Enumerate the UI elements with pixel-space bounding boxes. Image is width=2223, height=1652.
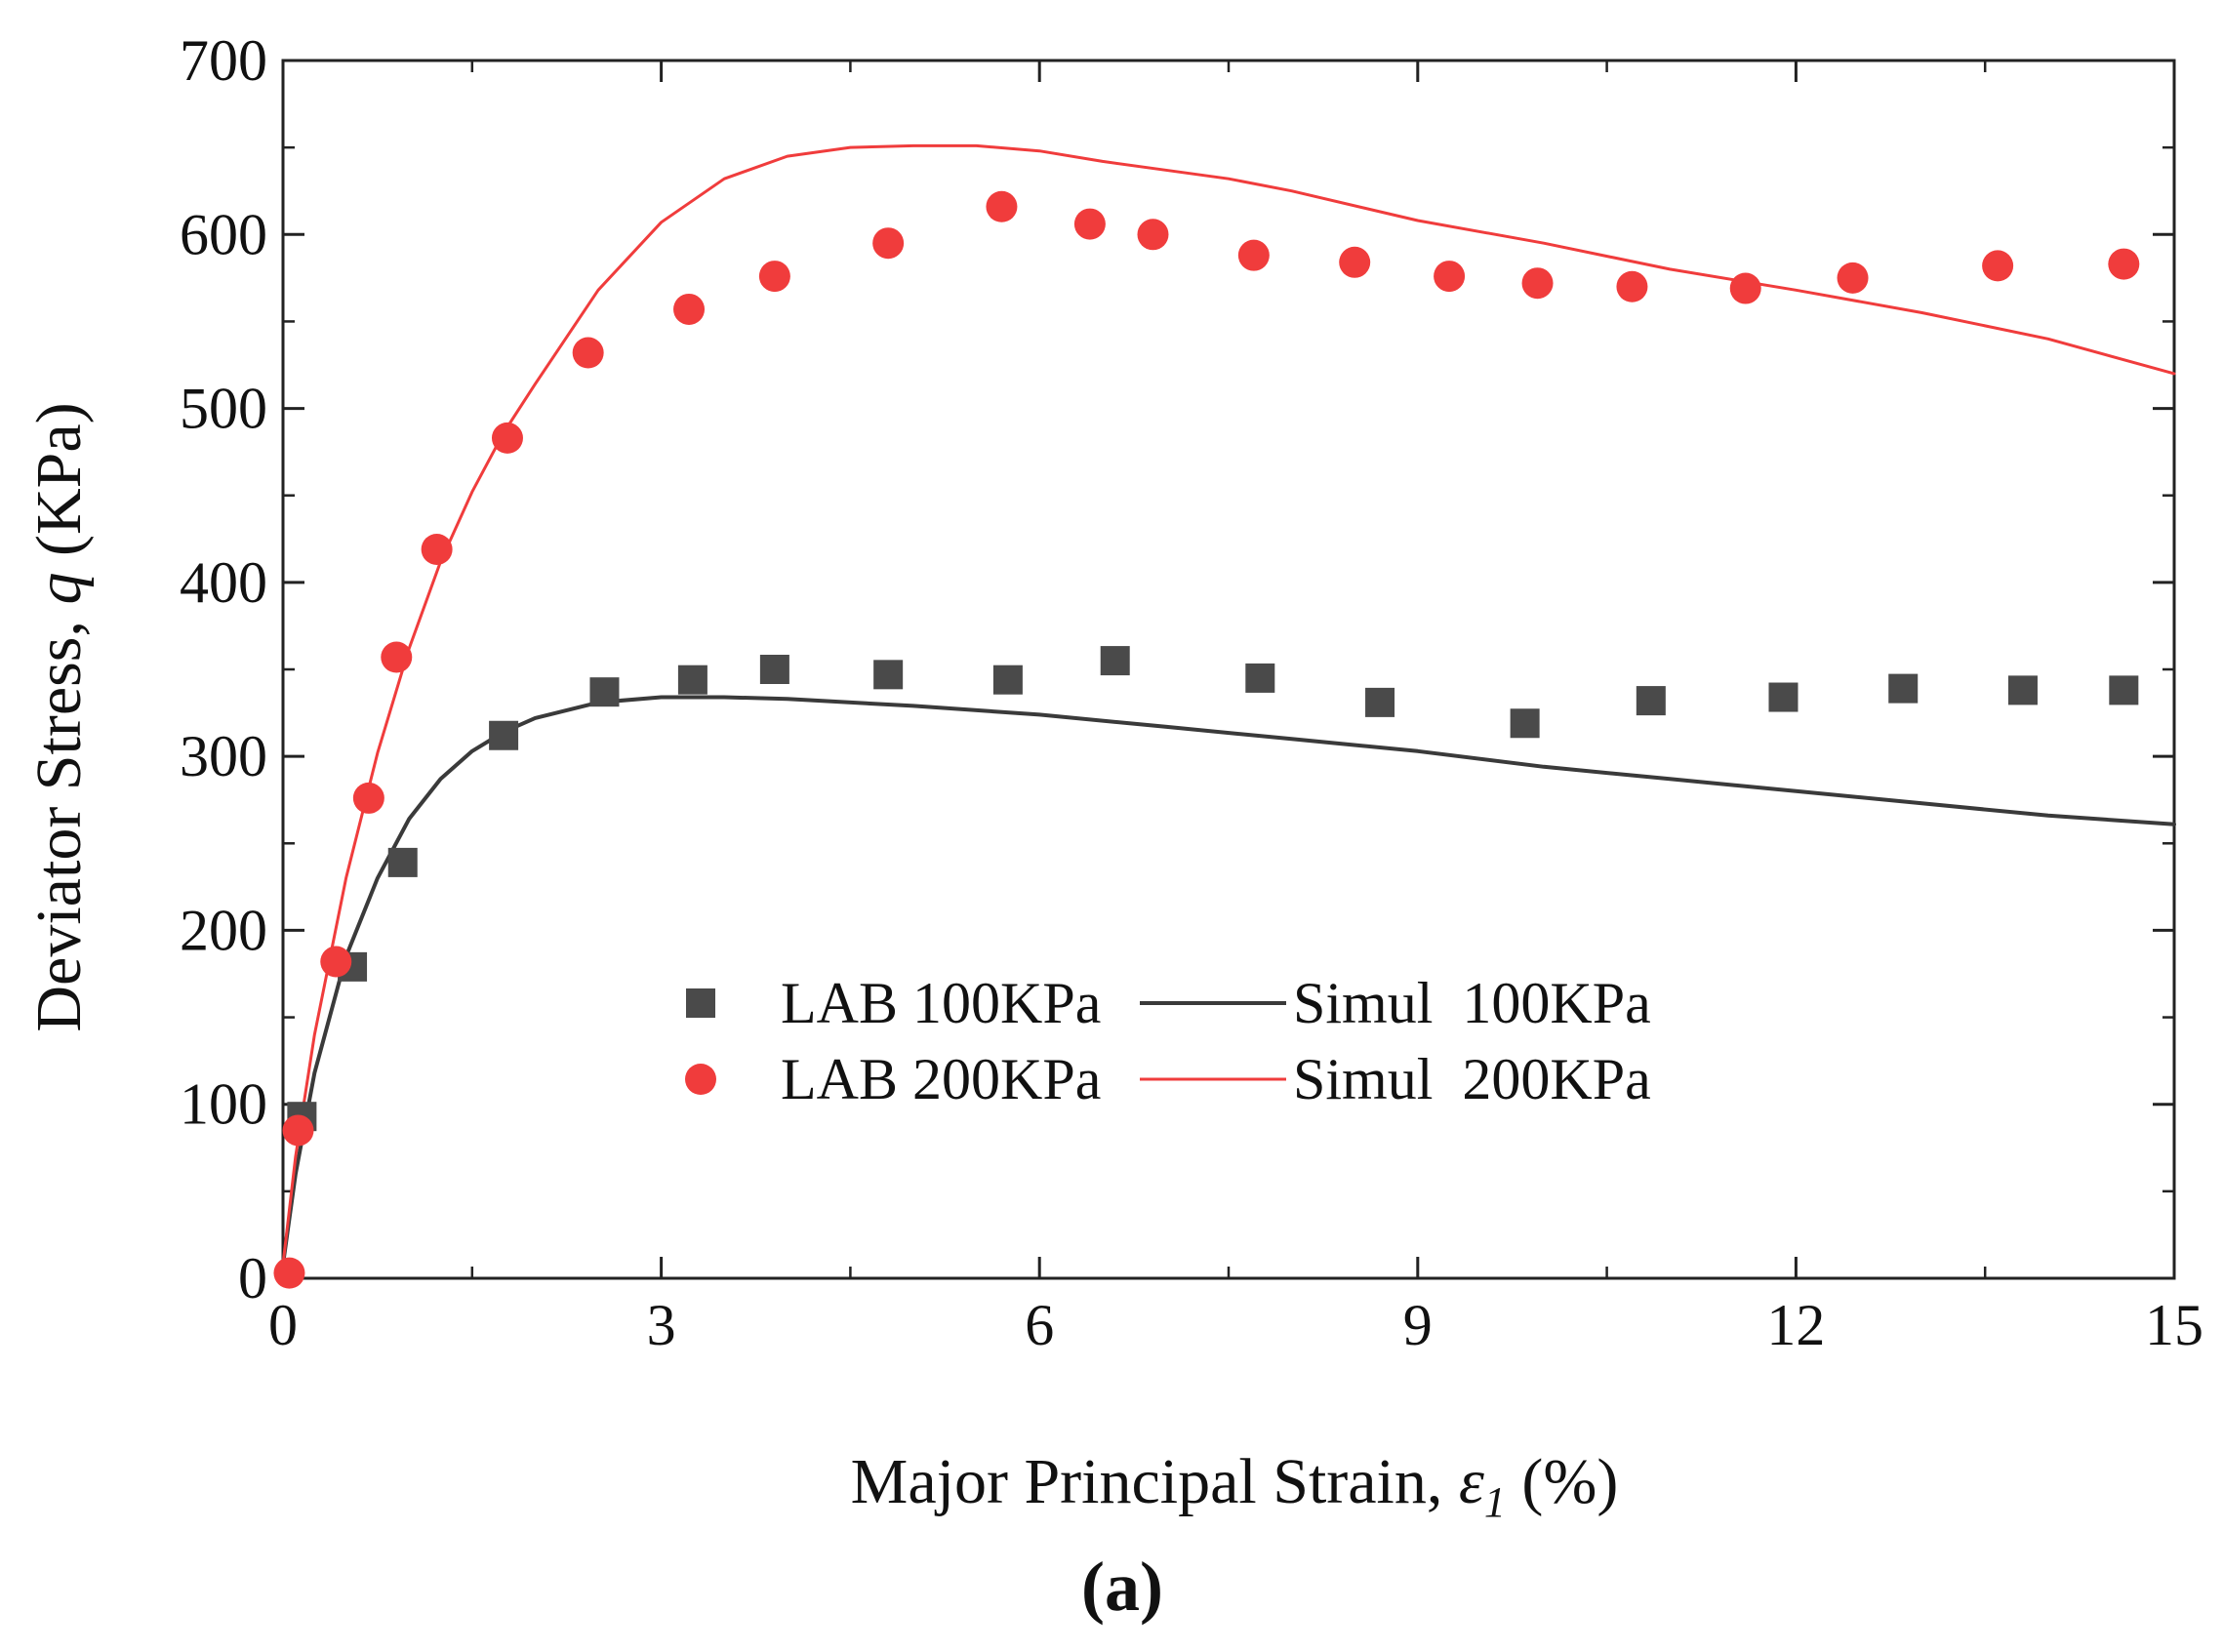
x-tick-label: 9: [1403, 1293, 1433, 1357]
lab-200-point: [758, 261, 790, 293]
lab-200-point: [1837, 262, 1869, 294]
lab-100-point: [1510, 708, 1540, 739]
lab-200-point: [282, 1114, 314, 1147]
lab-200-point: [1339, 246, 1371, 278]
x-tick-label: 15: [2145, 1293, 2203, 1357]
axes-layer: 0 3 6 9 12 15 0 100 200 300 400 500 600 700: [180, 28, 2203, 1357]
x-tick-label: 3: [647, 1293, 676, 1357]
lab-100-point: [1768, 682, 1799, 712]
y-axis-title-text: Deviator Stress,: [23, 605, 95, 1032]
lab-100-point: [1888, 673, 1919, 704]
lab-100-point: [2007, 675, 2038, 705]
legend-label: Simul 200KPa: [1293, 1047, 1651, 1111]
y-tick-label: 700: [180, 28, 267, 93]
lab-100-point: [759, 655, 789, 684]
lab-200-point: [421, 533, 453, 565]
lab-200-point: [572, 337, 604, 369]
legend: LAB 100KPa LAB 200KPa Simul 100KPa Simul 20…: [685, 971, 1651, 1111]
lab-100-point: [489, 720, 519, 750]
y-tick-label: 0: [238, 1246, 267, 1310]
lab-100-point: [589, 677, 620, 707]
lab-200-point: [491, 422, 523, 454]
x-tick-label: 6: [1025, 1293, 1054, 1357]
lab-200-point: [381, 641, 413, 673]
y-tick-label: 600: [180, 202, 267, 266]
x-axis-title-text: Major Principal Strain,: [851, 1446, 1459, 1517]
lab-200-point: [1434, 261, 1466, 293]
lab-200-point: [986, 190, 1018, 222]
series-line-3: [281, 143, 2176, 1267]
lab-200-point: [1237, 239, 1270, 271]
y-axis-title-unit: (KPa): [23, 402, 95, 572]
panel-label: (a): [1081, 1548, 1163, 1626]
y-tick-label: 200: [180, 898, 267, 962]
lab-100-point: [387, 847, 418, 877]
legend-marker-lab-100: [686, 988, 715, 1018]
legend-label: LAB 100KPa: [781, 971, 1101, 1035]
x-axis-title-symbol: ε: [1459, 1446, 1484, 1517]
series-line-2: [281, 695, 2176, 1267]
plot-frame: [281, 59, 2176, 1280]
lab-100-point: [1245, 663, 1275, 693]
series-layer: [273, 143, 2176, 1289]
lab-200-point: [872, 227, 905, 260]
y-tick-label: 400: [180, 550, 267, 615]
lab-100-point: [1100, 646, 1130, 676]
y-axis-title-symbol: q: [23, 573, 95, 605]
lab-200-point: [320, 946, 352, 978]
lab-100-point: [677, 665, 707, 695]
y-tick-label: 300: [180, 724, 267, 788]
lab-100-point: [873, 660, 904, 690]
lab-200-point: [1073, 208, 1106, 240]
x-tick-label: 12: [1766, 1293, 1825, 1357]
lab-200-point: [1137, 219, 1169, 251]
x-axis-title: Major Principal Strain, ε1 (%): [851, 1446, 1619, 1526]
lab-200-point: [1982, 250, 2014, 282]
x-axis-title-subscript: 1: [1484, 1478, 1506, 1526]
lab-200-point: [273, 1257, 305, 1289]
lab-100-point: [1636, 686, 1666, 716]
y-axis-title: Deviator Stress, q (KPa): [23, 402, 95, 1031]
y-tick-label: 500: [180, 377, 267, 441]
lab-200-point: [2108, 248, 2140, 280]
legend-marker-lab-200: [685, 1064, 716, 1095]
legend-label: LAB 200KPa: [781, 1047, 1101, 1111]
lab-200-point: [1521, 267, 1554, 300]
lab-200-point: [352, 782, 384, 814]
x-tick-label: 0: [268, 1293, 298, 1357]
y-tick-label: 100: [180, 1072, 267, 1137]
lab-100-point: [992, 665, 1023, 695]
lab-200-point: [673, 293, 706, 325]
lab-100-point: [2109, 675, 2139, 705]
x-axis-title-unit: (%): [1506, 1446, 1618, 1517]
lab-200-point: [1616, 270, 1648, 302]
lab-100-point: [1365, 687, 1395, 717]
lab-200-point: [1729, 272, 1761, 304]
legend-label: Simul 100KPa: [1293, 971, 1651, 1035]
